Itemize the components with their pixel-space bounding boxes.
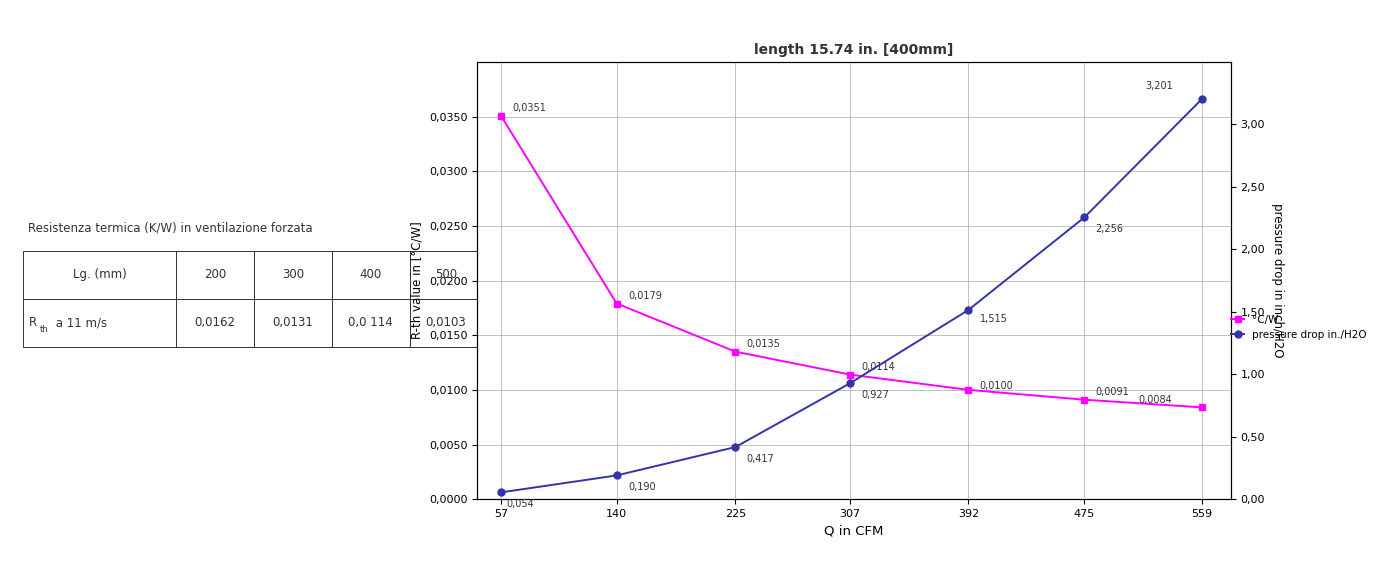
FancyBboxPatch shape [409,299,481,347]
Title: length 15.74 in. [400mm]: length 15.74 in. [400mm] [754,43,954,57]
Text: 0,0351: 0,0351 [512,103,546,113]
Text: 0,417: 0,417 [747,454,774,464]
Text: 0,0103: 0,0103 [426,316,466,329]
Text: R: R [29,316,37,329]
Text: Lg. (mm): Lg. (mm) [73,268,126,281]
Text: 0,0135: 0,0135 [747,340,780,349]
Text: 0,0084: 0,0084 [1138,395,1173,405]
Legend: °C/W, pressure drop in./H2O: °C/W, pressure drop in./H2O [1227,310,1371,344]
Text: 300: 300 [282,268,304,281]
Text: 0,0131: 0,0131 [272,316,313,329]
Text: th: th [40,325,48,334]
FancyBboxPatch shape [409,251,481,299]
FancyBboxPatch shape [332,251,409,299]
Text: 0,0162: 0,0162 [195,316,235,329]
Text: 400: 400 [360,268,382,281]
FancyBboxPatch shape [254,251,332,299]
Text: 3,201: 3,201 [1145,81,1174,91]
Y-axis label: R-th value in [°C/W]: R-th value in [°C/W] [411,222,423,340]
Y-axis label: pressure drop in inch/H2O: pressure drop in inch/H2O [1271,204,1283,358]
Text: 0,0114: 0,0114 [862,362,895,372]
Text: 0,0 114: 0,0 114 [349,316,393,329]
Text: 2,256: 2,256 [1095,224,1123,235]
Text: 0,0091: 0,0091 [1095,387,1130,397]
FancyBboxPatch shape [24,251,176,299]
Text: 1,515: 1,515 [979,314,1007,324]
Text: 500: 500 [434,268,456,281]
FancyBboxPatch shape [176,299,254,347]
Text: 0,0179: 0,0179 [628,291,661,301]
Text: 0,054: 0,054 [506,499,534,509]
Text: 200: 200 [203,268,225,281]
FancyBboxPatch shape [24,299,176,347]
Text: Resistenza termica (K/W) in ventilazione forzata: Resistenza termica (K/W) in ventilazione… [28,222,313,235]
FancyBboxPatch shape [332,299,409,347]
Text: 0,0100: 0,0100 [979,381,1014,391]
FancyBboxPatch shape [176,251,254,299]
X-axis label: Q in CFM: Q in CFM [824,525,884,537]
FancyBboxPatch shape [254,299,332,347]
Text: a 11 m/s: a 11 m/s [53,316,106,329]
Text: 0,927: 0,927 [862,390,889,400]
Text: 0,190: 0,190 [628,482,656,492]
